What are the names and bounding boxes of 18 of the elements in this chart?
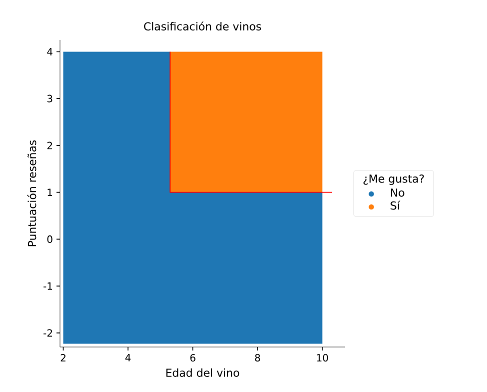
y-tick-label: 1 — [48, 188, 52, 196]
legend-label: No — [391, 188, 404, 197]
x-tick-label: 8 — [255, 354, 260, 362]
y-tick-label: -1 — [44, 282, 52, 290]
y-axis-title: Puntuación reseñas — [27, 140, 36, 246]
x-axis-title: Edad del vino — [166, 368, 240, 377]
x-tick-label: 2 — [60, 354, 66, 362]
y-tick-label: 0 — [47, 235, 52, 243]
x-tick-label: 4 — [125, 354, 131, 362]
y-tick-label: 2 — [47, 142, 52, 150]
legend-title: ¿Me gusta? — [363, 174, 424, 185]
y-tick-label: 3 — [47, 94, 52, 102]
chart-title: Clasificación de vinos — [144, 22, 262, 30]
y-tick-label: 4 — [47, 48, 52, 56]
x-tick-label: 10 — [317, 354, 328, 362]
x-tick-label: 6 — [190, 354, 196, 362]
legend-label: Sí — [390, 200, 400, 210]
y-tick-label: -2 — [44, 329, 52, 337]
